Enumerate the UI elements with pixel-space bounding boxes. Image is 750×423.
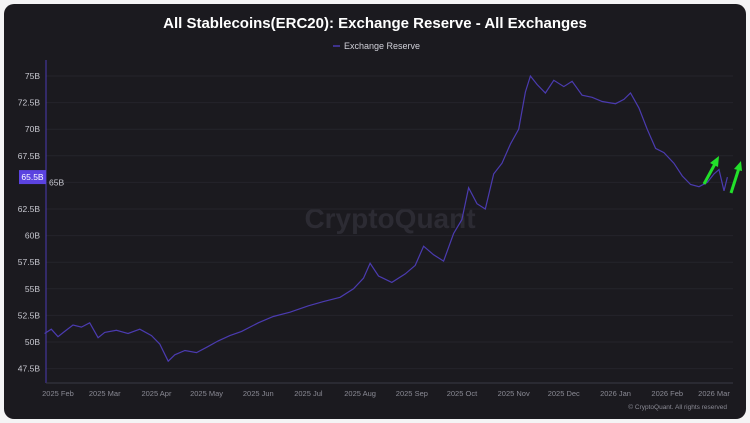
x-tick-label: 2025 Dec <box>548 389 580 398</box>
y-tick-label: 65B <box>49 177 64 187</box>
x-tick-label: 2026 Mar <box>698 389 730 398</box>
y-tick-label: 67.5B <box>18 151 41 161</box>
x-tick-label: 2025 Jun <box>243 389 274 398</box>
current-value-box <box>19 170 46 185</box>
x-tick-label: 2026 Feb <box>651 389 683 398</box>
current-value-marker: 65.5B <box>19 170 46 185</box>
green-arrow-annotation-2 <box>729 161 742 194</box>
copyright-text: © CryptoQuant. All rights reserved <box>628 403 727 411</box>
x-tick-label: 2025 Apr <box>141 389 172 398</box>
y-tick-label: 60B <box>25 231 40 241</box>
green-arrow-annotation-1 <box>702 156 719 185</box>
y-tick-label: 50B <box>25 337 40 347</box>
x-tick-label: 2025 Sep <box>396 389 428 398</box>
y-tick-label: 75B <box>25 71 40 81</box>
chart-title: All Stablecoins(ERC20): Exchange Reserve… <box>163 15 587 32</box>
y-tick-label: 57.5B <box>18 257 41 267</box>
y-tick-label: 62.5B <box>18 204 41 214</box>
x-tick-label: 2025 Nov <box>498 389 530 398</box>
series-line-exchange-reserve <box>44 74 728 363</box>
current-value-label: 65.5B <box>21 172 44 182</box>
x-tick-label: 2025 Mar <box>89 389 121 398</box>
watermark-logo: CryptoQuant <box>304 203 475 234</box>
x-tick-label: 2025 Oct <box>447 389 478 398</box>
x-tick-label: 2025 Feb <box>42 389 74 398</box>
x-tick-label: 2025 Jul <box>294 389 323 398</box>
chart-card <box>4 4 746 419</box>
x-tick-label: 2026 Jan <box>600 389 631 398</box>
y-tick-label: 72.5B <box>18 98 41 108</box>
y-tick-label: 52.5B <box>18 310 41 320</box>
legend-label[interactable]: Exchange Reserve <box>344 41 420 51</box>
y-tick-label: 70B <box>25 124 40 134</box>
y-tick-label: 55B <box>25 284 40 294</box>
x-tick-label: 2025 Aug <box>344 389 376 398</box>
x-tick-label: 2025 May <box>190 389 223 398</box>
y-tick-label: 47.5B <box>18 364 41 374</box>
